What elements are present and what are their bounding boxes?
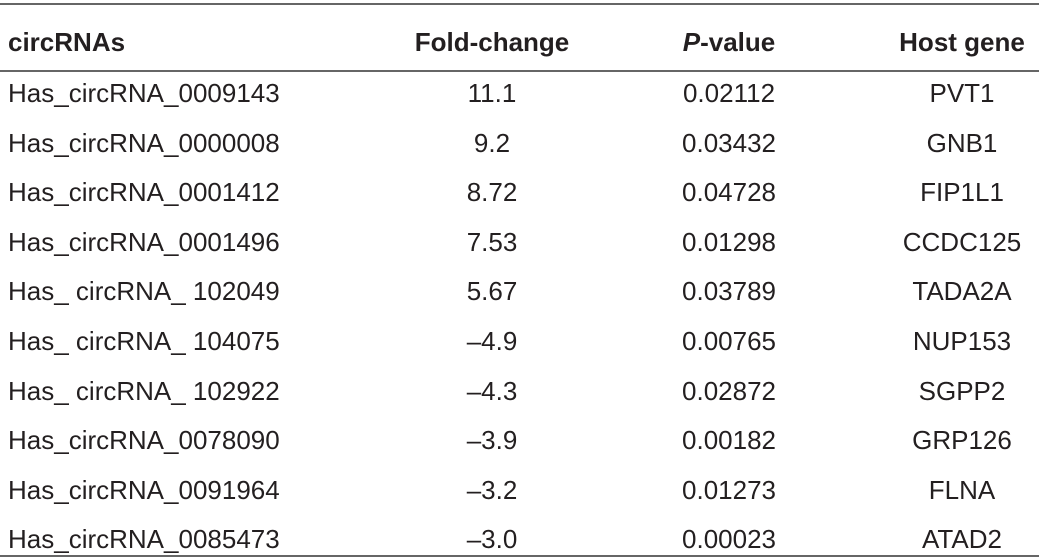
header-cell: P-value xyxy=(683,27,776,57)
table-cell: 0.04728 xyxy=(682,177,776,208)
header-rule xyxy=(0,70,1039,72)
table-cell: PVT1 xyxy=(929,78,995,108)
table-cell: –3.2 xyxy=(466,474,518,505)
table-cell: 0.01298 xyxy=(682,226,776,257)
table-cell: FIP1L1 xyxy=(920,177,1004,208)
table-cell: Has_ circRNA_ 102049 xyxy=(8,276,280,307)
header-cell: circRNAs xyxy=(8,27,126,57)
header-text-part: P xyxy=(682,27,701,57)
table-cell: –4.3 xyxy=(466,375,518,406)
table-cell: Has_circRNA_0085473 xyxy=(8,524,280,555)
table-cell: 0.00182 xyxy=(682,425,776,456)
table-cell: Has_circRNA_0078090 xyxy=(8,425,280,456)
table-cell: GRP126 xyxy=(912,425,1012,456)
table-cell: 5.67 xyxy=(466,276,518,307)
table-cell: TADA2A xyxy=(912,276,1012,307)
table-cell: 0.02112 xyxy=(682,78,776,108)
table-cell: ATAD2 xyxy=(922,524,1002,555)
table-cell: 0.03432 xyxy=(682,127,776,158)
table-cell: –4.9 xyxy=(466,326,518,356)
header-cell: Host gene xyxy=(899,27,1025,57)
table-cell: Has_circRNA_0091964 xyxy=(8,474,280,505)
table-cell: 0.01273 xyxy=(682,474,776,505)
table-cell: 0.02872 xyxy=(682,375,776,406)
table-cell: Has_circRNA_0001496 xyxy=(8,226,280,257)
table-cell: 0.00023 xyxy=(682,524,776,555)
header-cell: Fold-change xyxy=(414,27,570,57)
table-cell: –3.9 xyxy=(466,425,518,456)
table-cell: Has_circRNA_0001412 xyxy=(8,177,280,208)
table-cell: Has_ circRNA_ 102922 xyxy=(8,375,280,406)
table-cell: CCDC125 xyxy=(902,226,1022,257)
table-cell: 9.2 xyxy=(473,127,511,158)
table-cell: 8.72 xyxy=(466,177,518,208)
table-cell: SGPP2 xyxy=(918,375,1006,406)
table-cell: 11.1 xyxy=(467,78,517,108)
bottom-rule xyxy=(0,555,1039,557)
table-cell: 7.53 xyxy=(466,226,518,257)
table-cell: FLNA xyxy=(928,474,996,505)
table-cell: 0.00765 xyxy=(682,326,776,356)
table-cell: 0.03789 xyxy=(682,276,776,307)
table-cell: Has_ circRNA_ 104075 xyxy=(8,326,280,356)
table-cell: Has_circRNA_0009143 xyxy=(8,78,280,108)
table-cell: Has_circRNA_0000008 xyxy=(8,127,280,158)
table-cell: NUP153 xyxy=(912,326,1012,356)
table-cell: –3.0 xyxy=(466,524,518,555)
header-text-part: -value xyxy=(700,27,776,57)
table-cell: GNB1 xyxy=(926,127,998,158)
top-rule xyxy=(0,3,1039,5)
